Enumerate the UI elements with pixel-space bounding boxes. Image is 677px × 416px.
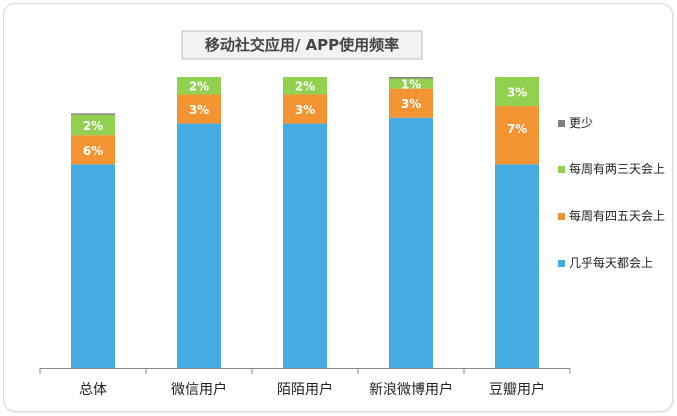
legend-label-3: 每周有四五天会上 [569, 208, 665, 223]
bar-segment-4-1 [389, 117, 433, 369]
data-label-3-2: 3% [295, 103, 315, 117]
data-label-1-2: 6% [83, 144, 103, 158]
legend-label-2: 每周有两三天会上 [569, 161, 665, 176]
data-label-3-3: 2% [295, 80, 315, 94]
bar-segment-4-2 [389, 88, 433, 118]
chart-title: 移动社交应用/ APP使用频率 [205, 36, 399, 54]
data-label-1-3: 2% [83, 119, 103, 133]
bar-segment-1-4 [71, 113, 115, 115]
x-tick-label-3: 陌陌用户 [277, 381, 333, 398]
bar-segment-5-2 [495, 106, 539, 165]
legend-swatch-2 [558, 166, 565, 173]
legend-label-1: 更少 [569, 116, 593, 130]
x-tick-label-4: 新浪微博用户 [369, 381, 453, 398]
bar-segment-1-3 [71, 114, 115, 136]
x-tick-label-1: 总体 [79, 382, 107, 398]
legend-swatch-3 [558, 213, 565, 220]
data-label-2-2: 3% [189, 103, 209, 117]
x-tick-label-2: 微信用户 [171, 381, 227, 398]
data-label-2-3: 2% [189, 80, 209, 94]
bar-segment-2-3 [177, 77, 221, 95]
data-label-4-3: 1% [401, 78, 421, 92]
legend-swatch-1 [558, 120, 565, 127]
x-tick-label-5: 豆瓣用户 [489, 381, 545, 398]
data-label-5-3: 3% [507, 86, 527, 100]
bar-segment-4-3 [389, 78, 433, 89]
data-label-4-2: 3% [401, 97, 421, 111]
bar-segment-5-3 [495, 77, 539, 107]
chart-title-box [181, 30, 423, 60]
bar-segment-5-1 [495, 164, 539, 368]
bar-segment-2-1 [177, 123, 221, 368]
bar-segment-3-3 [283, 77, 327, 95]
legend-swatch-4 [558, 260, 565, 267]
bar-segment-1-2 [71, 135, 115, 165]
bar-segment-2-2 [177, 94, 221, 124]
bar-segment-3-1 [283, 123, 327, 368]
bar-segment-4-4 [389, 77, 433, 79]
bar-segment-1-1 [71, 164, 115, 368]
data-label-5-2: 7% [507, 122, 527, 136]
legend-label-4: 几乎每天都会上 [569, 255, 653, 270]
bar-segment-3-2 [283, 94, 327, 124]
